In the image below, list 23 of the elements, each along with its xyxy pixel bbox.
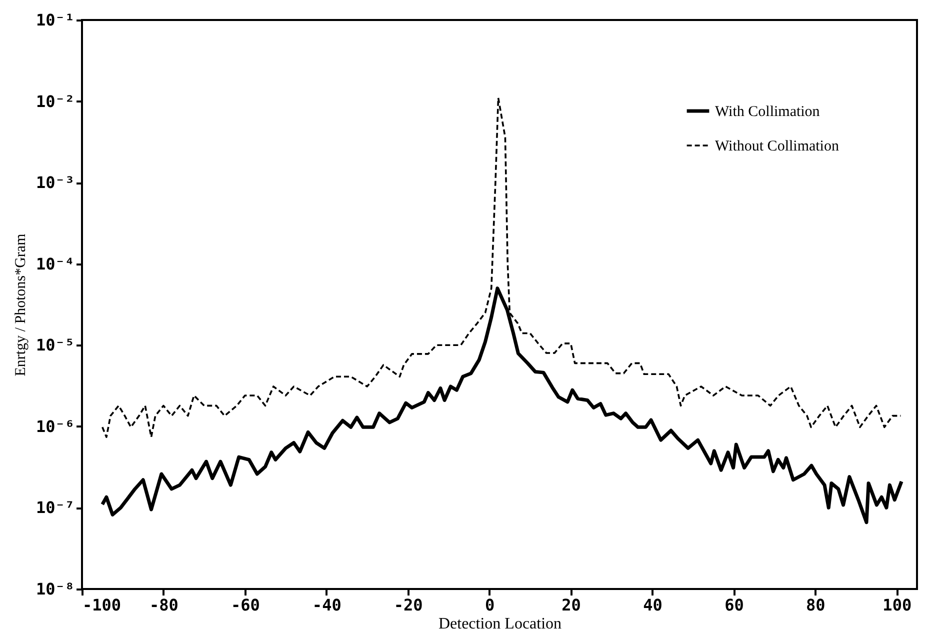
y-tick-label: 10⁻⁵ [36, 336, 74, 355]
x-tick-label: -20 [394, 596, 423, 614]
x-tick-label: 20 [562, 596, 581, 614]
y-tick-label: 10⁻⁴ [36, 254, 74, 274]
y-tick-label: 10⁻⁷ [36, 498, 74, 518]
y-tick-label: 10⁻² [36, 92, 74, 111]
x-axis-title: Detection Location [438, 616, 562, 632]
legend-label: With Collimation [715, 104, 820, 120]
legend-label: Without Collimation [715, 138, 840, 154]
x-tick-label: 60 [724, 596, 744, 614]
x-tick-label: -100 [82, 596, 122, 614]
x-tick-label: -60 [230, 596, 260, 614]
y-tick-label: 10⁻⁸ [36, 580, 74, 598]
y-tick-label: 10⁻⁶ [36, 416, 74, 436]
x-tick-label: -80 [150, 596, 178, 614]
y-axis-title: Enrtgy / Photons*Gram [12, 233, 29, 376]
x-tick-label: 40 [643, 596, 662, 614]
x-tick-label: 100 [882, 596, 912, 614]
x-tick-label: 80 [806, 596, 826, 614]
x-tick-label: -40 [312, 596, 342, 614]
y-tick-label: 10⁻³ [36, 173, 74, 192]
y-tick-label: 10⁻¹ [36, 10, 74, 30]
x-tick-label: 0 [484, 596, 495, 614]
